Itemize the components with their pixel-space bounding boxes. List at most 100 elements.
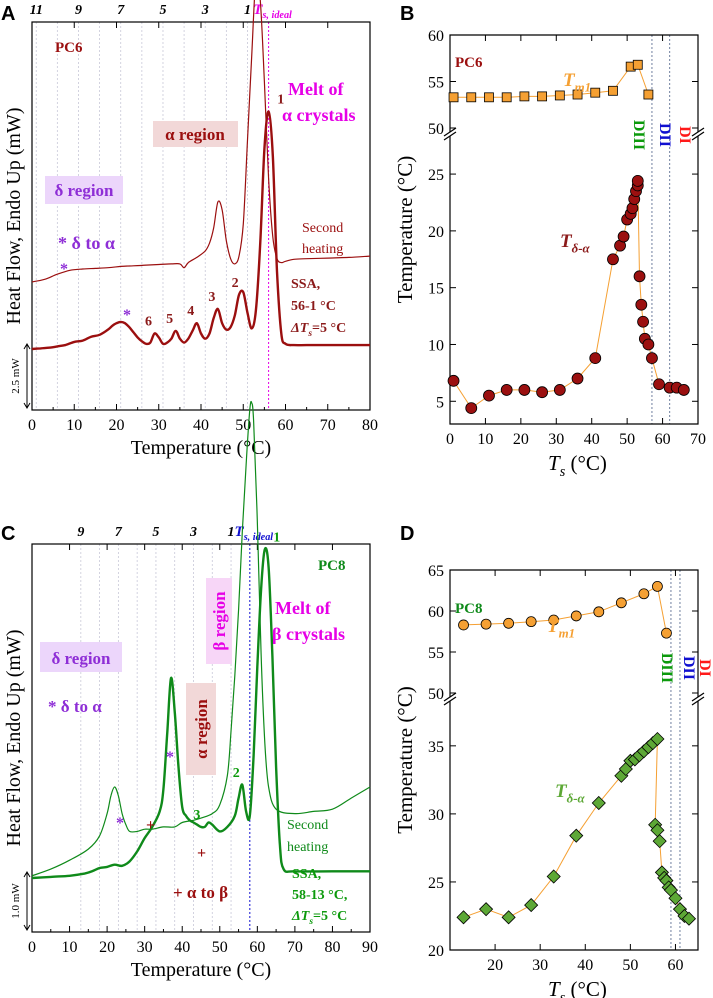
td-point bbox=[479, 902, 494, 917]
scale-arrow-bottom bbox=[23, 924, 31, 931]
x-tick-label: 0 bbox=[28, 417, 36, 434]
tm1-point bbox=[554, 90, 565, 101]
td-point bbox=[546, 869, 561, 884]
top-segment-label: 9 bbox=[77, 525, 84, 540]
x-tick-label: 70 bbox=[287, 939, 303, 956]
x-tick-label: 20 bbox=[487, 957, 503, 974]
top-segment-label: 3 bbox=[201, 3, 209, 18]
delta-to-alpha-label: * δ to α bbox=[48, 697, 102, 716]
peak-label: 6 bbox=[145, 315, 152, 330]
tm1-point bbox=[572, 89, 583, 100]
star-marker: * bbox=[116, 815, 124, 832]
tm1-point bbox=[548, 614, 560, 626]
domain-label: DII bbox=[656, 123, 673, 147]
top-segment-label: 9 bbox=[75, 3, 82, 18]
tm1-point bbox=[519, 91, 530, 102]
axis-break-mark bbox=[691, 692, 705, 702]
x-tick-label: 50 bbox=[622, 957, 638, 974]
y-tick-label: 60 bbox=[428, 28, 444, 45]
td-point bbox=[447, 374, 460, 387]
td-point bbox=[518, 384, 531, 396]
delta-region-box bbox=[45, 176, 123, 204]
td-series-label: Tδ-α bbox=[560, 231, 591, 255]
axis-break-mark bbox=[443, 127, 457, 137]
td-point bbox=[500, 384, 513, 396]
tm1-point bbox=[615, 597, 627, 609]
alpha-region-box bbox=[153, 121, 238, 147]
delta-to-alpha-label: * δ to α bbox=[58, 233, 115, 253]
td-point bbox=[646, 352, 658, 365]
td-point bbox=[617, 230, 630, 243]
x-tick-label: 80 bbox=[324, 939, 340, 956]
delta-region-label: δ region bbox=[54, 181, 114, 200]
x-tick-label: 60 bbox=[667, 957, 683, 974]
td-point bbox=[652, 834, 667, 849]
peak-label: 4 bbox=[187, 304, 194, 319]
top-segment-label: 1 bbox=[228, 525, 235, 540]
x-tick-label: 0 bbox=[28, 939, 36, 956]
top-segment-label: 5 bbox=[159, 3, 166, 18]
td-point bbox=[524, 898, 539, 913]
panel-label-b: B bbox=[400, 3, 415, 25]
y-tick-label: 25 bbox=[428, 167, 444, 184]
x-tick-label: 50 bbox=[212, 939, 228, 956]
td-point bbox=[650, 731, 665, 747]
x-axis-label: Ts (°C) bbox=[548, 977, 607, 998]
plot-frame-top bbox=[449, 34, 699, 132]
axis-break-mark bbox=[443, 692, 457, 702]
second-heating-curve bbox=[31, 0, 371, 283]
x-tick-label: 70 bbox=[320, 417, 336, 434]
td-series-label: Tδ-α bbox=[555, 781, 586, 805]
star-marker: * bbox=[123, 307, 131, 324]
second-heating-label-2: heating bbox=[302, 242, 343, 257]
y-axis-label: Temperature (°C) bbox=[393, 686, 417, 833]
panel-label-a: A bbox=[1, 3, 16, 25]
delta-region-box bbox=[40, 642, 122, 672]
peak-label: 2 bbox=[233, 766, 240, 781]
tm1-point bbox=[525, 616, 537, 628]
melt-label-1: Melt of bbox=[275, 598, 331, 618]
top-segment-label: 5 bbox=[152, 525, 159, 540]
axis-break-mark bbox=[691, 696, 705, 706]
domain-label: DI bbox=[676, 126, 693, 144]
panel-label-d: D bbox=[400, 523, 415, 545]
x-axis-label: Temperature (°C) bbox=[131, 959, 271, 981]
beta-region-label: β region bbox=[210, 591, 229, 651]
pc8-label: PC8 bbox=[318, 558, 346, 574]
tm1-point bbox=[484, 92, 494, 103]
x-tick-label: 60 bbox=[655, 431, 671, 448]
peak-label: 3 bbox=[193, 808, 200, 823]
top-segment-label: 11 bbox=[30, 3, 43, 18]
x-tick-label: 30 bbox=[137, 939, 153, 956]
peak-label: 1 bbox=[273, 530, 280, 545]
x-tick-label: 30 bbox=[548, 431, 564, 448]
beta-region-box bbox=[206, 578, 232, 664]
ssa-label-2: 56-1 °C bbox=[291, 299, 336, 314]
y-tick-label: 20 bbox=[428, 943, 444, 960]
star-marker: * bbox=[60, 261, 68, 278]
ssa-label-1: SSA, bbox=[291, 277, 320, 292]
plot-frame-top bbox=[449, 569, 699, 697]
tm1-point bbox=[608, 85, 618, 96]
tm1-point bbox=[466, 92, 477, 103]
scatter-chart-D: 20 30 40 50 60 50 55 60 65 20 25 30 35 Ts (°C) Tempera… bbox=[393, 563, 713, 998]
td-point bbox=[637, 315, 649, 328]
ts-ideal-label: Ts, ideal bbox=[253, 2, 292, 21]
ssa-curve bbox=[31, 110, 370, 351]
ssa-label-3: ΔTs=5 °C bbox=[290, 321, 346, 339]
y-tick-label: 50 bbox=[428, 686, 444, 703]
ssa-label-1: SSA, bbox=[292, 867, 321, 882]
scale-arrow-top bbox=[23, 871, 31, 878]
td-point bbox=[677, 384, 690, 396]
ts-ideal-label: Ts, ideal bbox=[235, 524, 274, 543]
tm1-point bbox=[632, 59, 643, 70]
top-segment-label: 7 bbox=[117, 3, 125, 18]
y-tick-label: 15 bbox=[428, 281, 444, 298]
td-point bbox=[569, 828, 584, 843]
td-point bbox=[536, 386, 549, 399]
scatter-chart-B: 0 10 20 30 40 50 60 70 50 55 60 5 10 15 20 25 Ts (°C) Tem… bbox=[393, 28, 706, 480]
x-tick-label: 10 bbox=[477, 431, 493, 448]
td-point bbox=[553, 384, 566, 396]
x-tick-label: 90 bbox=[362, 939, 378, 956]
